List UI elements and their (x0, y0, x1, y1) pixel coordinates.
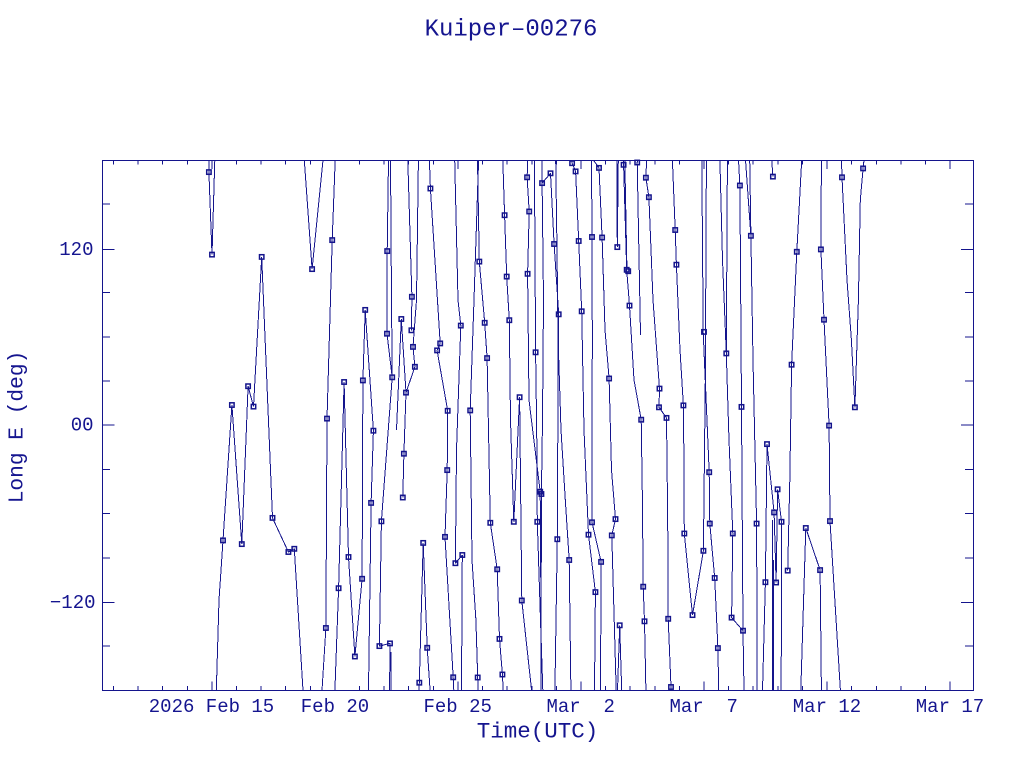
svg-text:00: 00 (71, 415, 94, 437)
svg-text:120: 120 (59, 239, 93, 261)
svg-text:Mar 12: Mar 12 (793, 696, 861, 718)
svg-text:Mar 17: Mar 17 (916, 696, 984, 718)
svg-text:2026 Feb 15: 2026 Feb 15 (149, 696, 274, 718)
svg-text:Time(UTC): Time(UTC) (477, 719, 599, 745)
svg-text:Mar 2: Mar 2 (546, 696, 614, 718)
svg-text:Kuiper–00276: Kuiper–00276 (425, 17, 598, 44)
svg-text:−120: −120 (50, 592, 96, 614)
svg-text:Feb 25: Feb 25 (423, 696, 491, 718)
svg-text:Feb 20: Feb 20 (301, 696, 369, 718)
svg-text:Mar 7: Mar 7 (669, 696, 737, 718)
svg-text:Long E (deg): Long E (deg) (6, 351, 30, 504)
